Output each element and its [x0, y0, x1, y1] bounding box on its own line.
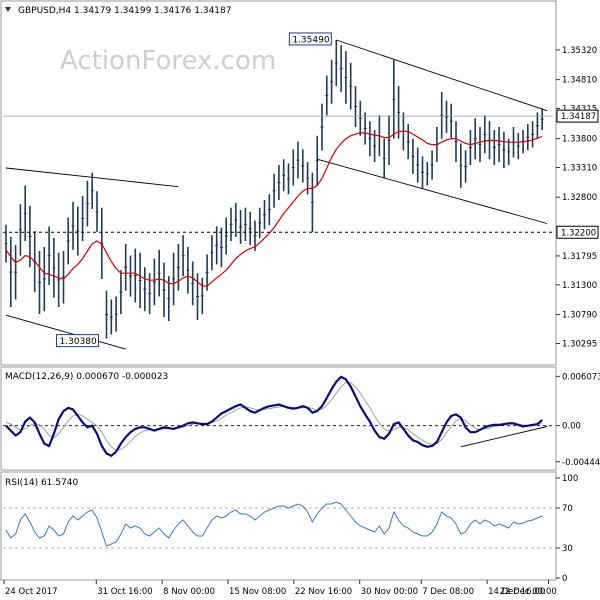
y-axis-tick-label: 100	[562, 474, 578, 484]
price-moving-average-line	[5, 130, 543, 287]
y-axis-tick-label: 1.32800	[562, 193, 597, 203]
high-label-box	[288, 32, 332, 46]
x-axis-tick-label: 31 Oct 16:00	[97, 587, 152, 597]
support-price-label: 1.32200	[561, 228, 596, 238]
macd-line	[5, 375, 543, 458]
channel-lower-trendline	[317, 158, 548, 224]
current-price-label: 1.34187	[561, 112, 596, 122]
current-price-box	[556, 109, 599, 123]
y-axis-tick-label: 1.35320	[562, 46, 597, 56]
y-axis-tick-label: 0	[562, 574, 567, 584]
y-axis-tick-label: 1.33310	[562, 163, 597, 173]
y-axis-tick-label: 1.31300	[562, 281, 597, 291]
x-axis-tick-label: 8 Nov 00:00	[163, 587, 215, 597]
macd-trendline	[460, 426, 548, 448]
watermark-text: ActionForex.com	[60, 46, 276, 76]
y-axis-tick-label: 0.006073	[562, 372, 600, 382]
x-axis: 24 Oct 2017 31 Oct 16:00 8 Nov 00:00 15 Nov…	[3, 580, 557, 597]
channel-upper-trendline	[336, 39, 548, 112]
y-axis-tick-label: 1.30295	[562, 340, 597, 350]
support-price-box	[556, 225, 599, 239]
y-axis-tick-label: 70	[562, 504, 573, 514]
x-axis-tick-label: 24 Oct 2017	[5, 587, 58, 597]
rsi-line	[5, 501, 543, 547]
rsi-title: RSI(14) 61.5740	[5, 478, 78, 488]
y-axis-tick-label: 0.00	[562, 422, 581, 432]
x-axis-tick-label: 30 Nov 00:00	[361, 587, 418, 597]
price-panel-frame	[0, 0, 557, 366]
wedge-upper-trendline	[5, 167, 179, 188]
macd-panel-frame	[0, 366, 557, 471]
macd-signal-line	[5, 382, 543, 451]
low-label: 1.30380	[60, 337, 97, 347]
y-axis-tick-label: -0.004441	[562, 458, 600, 468]
macd-title: MACD(12,26,9) 0.000670 -0.000023	[5, 372, 168, 382]
x-axis-tick-label: 15 Nov 08:00	[229, 587, 286, 597]
rsi-panel-frame	[0, 471, 557, 581]
price-chart-title: GBPUSD,H4 1.34179 1.34199 1.34176 1.3418…	[18, 6, 231, 16]
x-axis-tick-label: 22 Dec 00:00	[500, 587, 557, 597]
x-axis-tick-label: 7 Dec 08:00	[422, 587, 474, 597]
wedge-lower-trendline	[5, 314, 126, 350]
x-axis-tick-label: 14 Dec 16:00	[488, 587, 545, 597]
y-axis-tick-label: 1.33800	[562, 135, 597, 145]
x-axis-tick-label: 22 Nov 16:00	[295, 587, 352, 597]
y-axis-tick-label: 1.30790	[562, 311, 597, 321]
y-axis-tick-label: 1.34810	[562, 76, 597, 86]
y-axis-tick-label: 30	[562, 544, 573, 554]
title-indicator-icon	[5, 7, 11, 12]
y-axis-tick-label: 1.31795	[562, 252, 597, 262]
low-label-box	[56, 334, 100, 348]
macd-y-axis: 0.006073 0.00 -0.004441	[556, 372, 600, 468]
high-label: 1.35490	[292, 35, 329, 45]
rsi-y-axis: 100 70 30 0	[556, 474, 578, 584]
